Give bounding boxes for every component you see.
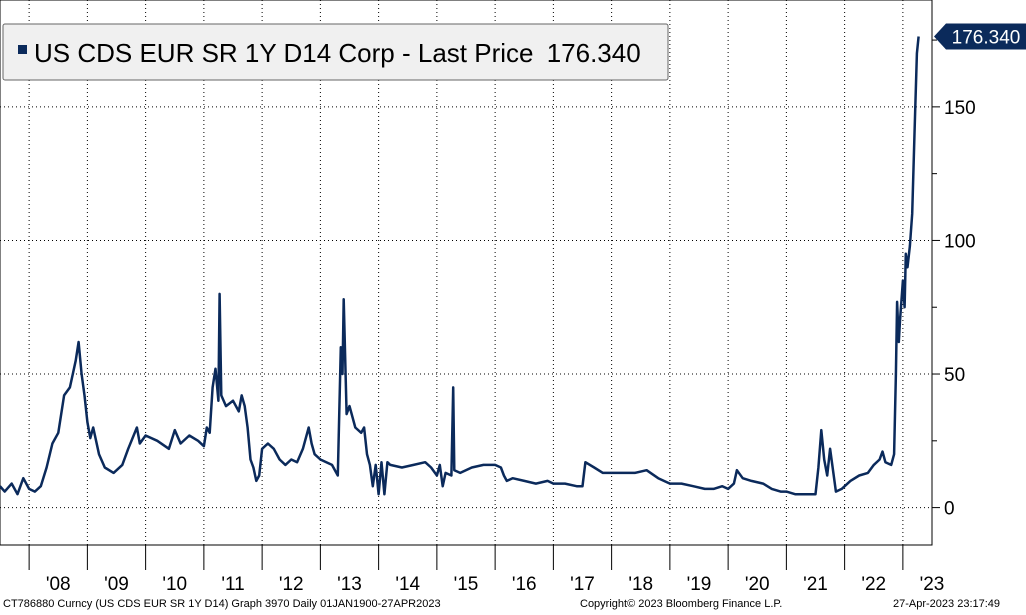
x-tick-label: '22	[861, 574, 886, 595]
x-axis-ticks	[28, 545, 904, 570]
y-tick-label: 50	[944, 365, 965, 386]
last-price-tag: 176.340	[934, 23, 1026, 50]
y-tick-label: 150	[944, 98, 976, 119]
x-tick-label: '23	[920, 574, 945, 595]
legend-last-value: 176.340	[547, 38, 641, 68]
horizontal-gridlines	[0, 106, 932, 509]
x-tick-label: '20	[745, 574, 770, 595]
y-tick-label: 100	[944, 231, 976, 252]
y-axis-tick-labels: 0 50 100 150	[944, 98, 976, 520]
x-tick-label: '10	[162, 574, 187, 595]
y-tick-label: 0	[944, 499, 955, 520]
footer-copyright: Copyright© 2023 Bloomberg Finance L.P.	[580, 598, 783, 610]
x-tick-label: '11	[221, 574, 244, 595]
x-tick-label: '14	[395, 574, 420, 595]
svg-text:US CDS EUR SR 1Y D14 Corp - La: US CDS EUR SR 1Y D14 Corp - Last Price 1…	[34, 38, 641, 68]
x-tick-label: '08	[46, 574, 71, 595]
footer-timestamp: 27-Apr-2023 23:17:49	[893, 598, 1001, 610]
x-tick-label: '17	[570, 574, 595, 595]
legend-background	[2, 23, 669, 81]
x-tick-label: '16	[512, 574, 537, 595]
legend-series-label: US CDS EUR SR 1Y D14 Corp - Last Price	[34, 38, 533, 68]
x-tick-label: '18	[628, 574, 653, 595]
x-tick-label: '15	[454, 574, 479, 595]
x-tick-label: '19	[687, 574, 712, 595]
last-price-tag-background	[934, 23, 1026, 50]
vertical-gridlines	[28, 0, 904, 545]
legend-swatch	[18, 45, 27, 54]
footer-source-info: CT786880 Curncy (US CDS EUR SR 1Y D14) G…	[3, 598, 441, 610]
series-group	[0, 36, 920, 496]
last-price-tag-label: 176.340	[952, 27, 1021, 48]
series-line	[0, 36, 920, 496]
plot-area-frame	[0, 0, 933, 546]
legend-box: US CDS EUR SR 1Y D14 Corp - Last Price 1…	[2, 23, 669, 81]
x-axis-tick-labels: '08 '09 '10 '11 '12 '13 '14 '15 '16 '17 '18 '19 '20 '…	[46, 574, 945, 595]
x-tick-label: '21	[803, 574, 828, 595]
x-tick-label: '13	[337, 574, 362, 595]
x-tick-label: '12	[279, 574, 304, 595]
x-tick-label: '09	[104, 574, 129, 595]
y-axis-ticks	[932, 39, 940, 509]
